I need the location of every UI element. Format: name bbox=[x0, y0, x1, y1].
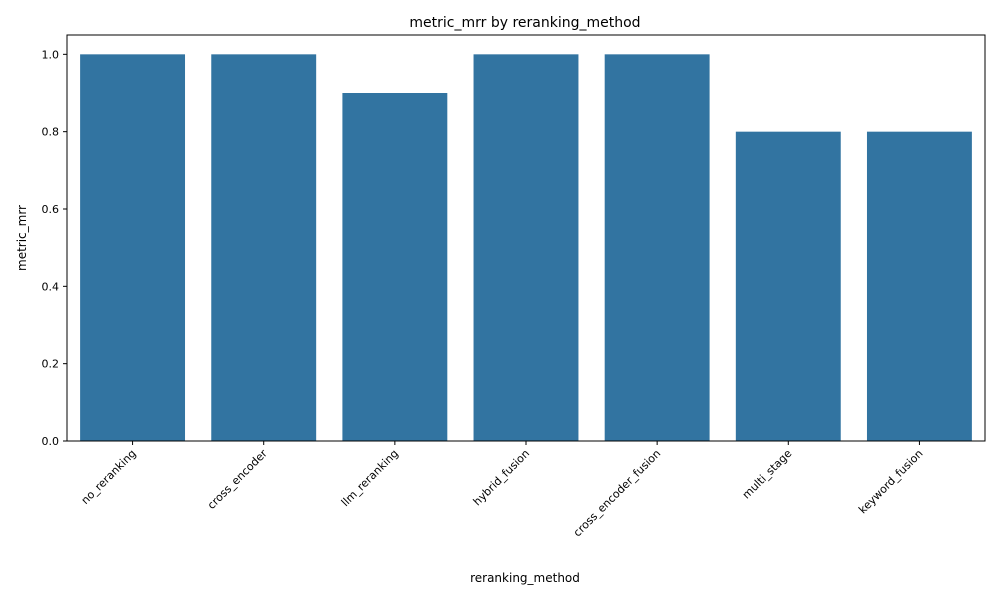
bar-no-reranking bbox=[80, 54, 186, 441]
y-tick-label: 0.0 bbox=[42, 435, 60, 448]
y-tick-label: 0.2 bbox=[42, 358, 60, 371]
bars-layer bbox=[80, 54, 972, 442]
bar-cross-encoder bbox=[211, 54, 317, 441]
bar-keyword-fusion bbox=[866, 131, 972, 442]
y-tick-label: 1.0 bbox=[42, 48, 60, 61]
y-axis: 0.0 0.2 0.4 0.6 0.8 1.0 bbox=[42, 48, 67, 448]
bar-multi-stage bbox=[735, 131, 841, 442]
x-axis-label: reranking_method bbox=[470, 571, 580, 585]
bar-llm-reranking bbox=[342, 93, 448, 441]
bar-hybrid-fusion bbox=[473, 54, 579, 441]
y-tick-label: 0.4 bbox=[42, 280, 60, 293]
bar-cross-encoder-fusion bbox=[604, 54, 710, 441]
y-tick-label: 0.6 bbox=[42, 203, 60, 216]
y-tick-label: 0.8 bbox=[42, 126, 60, 139]
y-axis-label: metric_mrr bbox=[15, 205, 29, 271]
chart-title: metric_mrr by reranking_method bbox=[409, 15, 640, 31]
plot-frame bbox=[66, 34, 986, 442]
